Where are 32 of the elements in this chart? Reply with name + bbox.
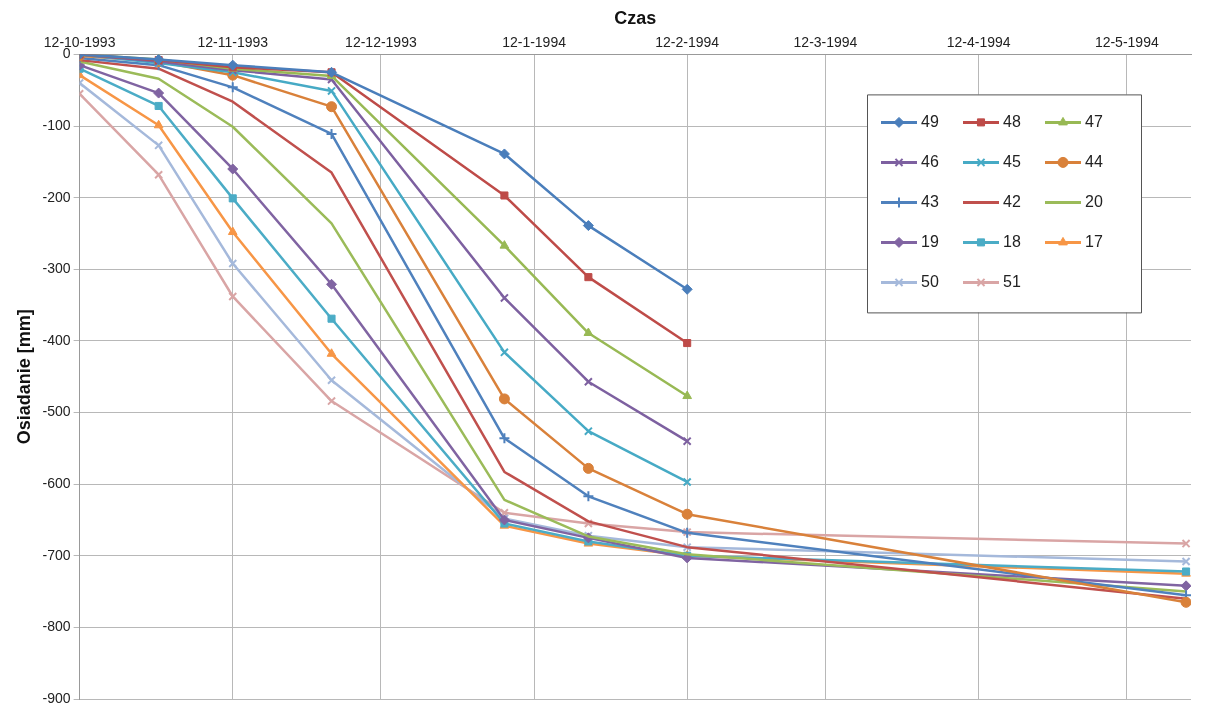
legend-label: 42 — [1003, 192, 1021, 210]
y-axis-title: Osiadanie [mm] — [13, 309, 34, 445]
legend-label: 51 — [1003, 272, 1021, 290]
x-axis-title: Czas — [614, 7, 657, 28]
x-tick-label: 12-1-1994 — [502, 33, 567, 50]
y-tick-label: -900 — [42, 689, 71, 706]
x-tick-label: 12-5-1994 — [1094, 33, 1159, 50]
y-tick-label: -700 — [42, 546, 71, 563]
y-tick-label: -800 — [42, 618, 71, 635]
y-tick-label: -100 — [42, 116, 71, 133]
legend-label: 48 — [1003, 112, 1021, 130]
y-tick-label: -400 — [42, 331, 71, 348]
legend-label: 46 — [921, 152, 939, 170]
x-tick-label: 12-4-1994 — [946, 33, 1011, 50]
legend-label: 43 — [921, 192, 939, 210]
legend-label: 20 — [1085, 192, 1103, 210]
y-tick-label: -200 — [42, 188, 71, 205]
legend-label: 45 — [1003, 152, 1021, 170]
legend-label: 47 — [1085, 112, 1103, 130]
legend-label: 18 — [1003, 232, 1021, 250]
y-tick-label: -300 — [42, 260, 71, 277]
legend-label: 17 — [1085, 232, 1103, 250]
legend-label: 49 — [921, 112, 939, 130]
y-tick-label: -600 — [42, 474, 71, 491]
legend-label: 19 — [921, 232, 939, 250]
x-tick-label: 12-3-1994 — [793, 33, 858, 50]
legend-label: 44 — [1085, 152, 1103, 170]
x-tick-label: 12-11-1993 — [197, 33, 269, 50]
legend-label: 50 — [921, 272, 939, 290]
x-tick-label: 12-12-1993 — [345, 33, 417, 50]
x-tick-label: 12-2-1994 — [655, 33, 720, 50]
y-tick-label: -500 — [42, 403, 71, 420]
